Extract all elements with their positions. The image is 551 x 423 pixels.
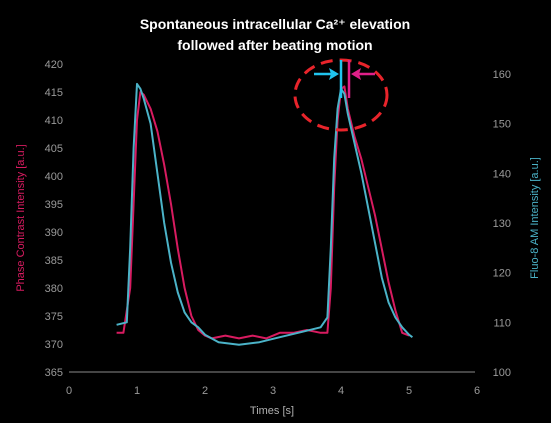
x-tick-label: 4	[338, 385, 344, 397]
peak-annotation	[293, 58, 389, 132]
x-tick-label: 5	[406, 385, 412, 397]
right-tick-label: 140	[493, 168, 511, 180]
x-tick-label: 2	[202, 385, 208, 397]
left-tick-label: 400	[45, 171, 63, 183]
x-tick-label: 3	[270, 385, 276, 397]
series-layer	[116, 82, 413, 346]
x-tick-label: 1	[134, 385, 140, 397]
right-tick-label: 160	[493, 69, 511, 81]
chart-subtitle: followed after beating motion	[177, 37, 372, 53]
left-tick-label: 410	[45, 115, 63, 127]
right-tick-label: 110	[493, 317, 511, 329]
x-tick-label: 6	[474, 385, 480, 397]
left-axis-ticks: 365 370 375 380 385 390 395 400 405 410 415 420	[45, 59, 63, 379]
left-tick-label: 420	[45, 59, 63, 71]
right-axis-label: Fluo-8 AM Intensity [a.u.]	[529, 157, 541, 279]
left-tick-label: 405	[45, 143, 63, 155]
left-tick-label: 370	[45, 339, 63, 351]
left-tick-label: 380	[45, 283, 63, 295]
fluo-series-line	[116, 82, 413, 346]
right-tick-label: 150	[493, 119, 511, 131]
x-tick-label: 0	[66, 385, 72, 397]
left-tick-label: 415	[45, 87, 63, 99]
right-axis-ticks: 100 110 120 130 140 150 160	[493, 69, 511, 379]
x-axis-ticks: 0 1 2 3 4 5 6	[66, 385, 480, 397]
phase-series-line	[116, 85, 410, 340]
left-tick-label: 395	[45, 199, 63, 211]
x-axis-label: Times [s]	[250, 405, 294, 417]
fluo-arrow-icon	[329, 68, 339, 80]
left-axis-label: Phase Contrast Intensity [a.u.]	[15, 144, 27, 291]
right-tick-label: 130	[493, 218, 511, 230]
left-tick-label: 390	[45, 227, 63, 239]
left-tick-label: 375	[45, 311, 63, 323]
left-tick-label: 385	[45, 255, 63, 267]
phase-arrow-icon	[351, 68, 361, 80]
chart-title: Spontaneous intracellular Ca²⁺ elevation	[140, 16, 410, 32]
left-tick-label: 365	[45, 367, 63, 379]
right-tick-label: 100	[493, 367, 511, 379]
right-tick-label: 120	[493, 268, 511, 280]
